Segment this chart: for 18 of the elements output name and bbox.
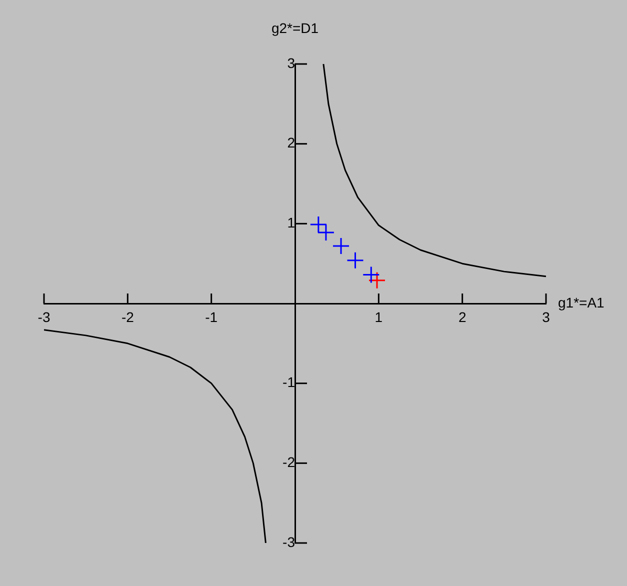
x-tick-label: 1 [374,308,383,325]
x-tick-label: -2 [121,308,134,325]
point [346,252,364,270]
x-tick-label: 3 [542,308,550,325]
y-tick-label: 3 [287,54,296,71]
y-tick-label: 2 [287,134,296,151]
y-tick-label: -3 [282,534,296,550]
point [368,272,386,290]
x-tick-label: -3 [38,308,50,325]
x-axis-title: g1*=A1 [558,294,605,310]
x-tick-label: -1 [205,308,218,325]
point [362,266,380,284]
x-tick-label: 2 [458,308,466,325]
point [332,237,350,255]
y-tick-label: -1 [282,374,296,390]
y-axis-title: g2*=D1 [271,20,319,36]
y-tick-label: -2 [282,454,296,470]
y-tick-label: 1 [287,214,296,231]
